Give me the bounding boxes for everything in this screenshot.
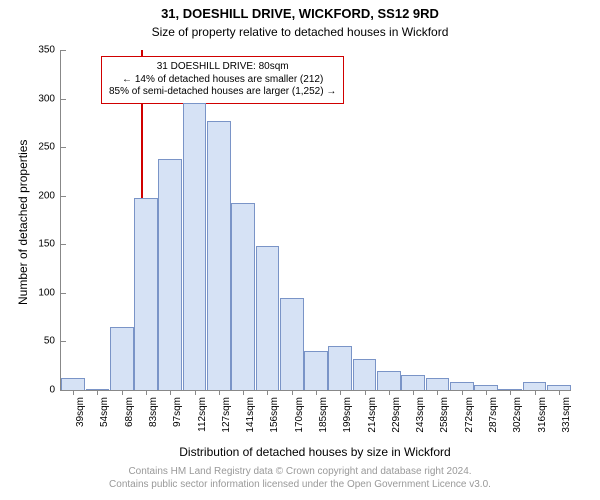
histogram-bar [61,378,85,390]
info-box-line: 31 DOESHILL DRIVE: 80sqm [109,61,336,74]
x-axis-label: Distribution of detached houses by size … [60,445,570,459]
x-tick-label: 272sqm [464,397,475,433]
y-tick [61,341,66,342]
histogram-bar [134,198,158,390]
x-tick [389,390,390,395]
x-tick-label: 170sqm [294,397,305,433]
x-tick [73,390,74,395]
x-tick-label: 229sqm [391,397,402,433]
y-tick-label: 250 [38,142,61,153]
x-tick-label: 141sqm [245,397,256,433]
histogram-bar [328,346,352,390]
x-tick [267,390,268,395]
x-tick-label: 112sqm [197,397,208,432]
x-tick [170,390,171,395]
y-tick-label: 50 [44,336,61,347]
histogram-bar [353,359,377,390]
y-tick [61,244,66,245]
x-tick-label: 243sqm [415,397,426,433]
x-tick [365,390,366,395]
x-tick [535,390,536,395]
license-line: Contains HM Land Registry data © Crown c… [0,466,600,479]
x-tick-label: 97sqm [172,397,183,427]
y-tick [61,390,66,391]
info-box: 31 DOESHILL DRIVE: 80sqm ← 14% of detach… [101,56,344,104]
x-tick [219,390,220,395]
license-text: Contains HM Land Registry data © Crown c… [0,466,600,491]
y-tick-label: 150 [38,239,61,250]
x-tick-label: 83sqm [148,397,159,427]
histogram-bar [110,327,134,390]
x-tick [316,390,317,395]
x-tick [243,390,244,395]
info-box-line: ← 14% of detached houses are smaller (21… [109,74,336,87]
histogram-bar [231,203,255,390]
histogram-bar [207,121,231,390]
x-tick [195,390,196,395]
x-tick-label: 127sqm [221,397,232,433]
x-tick-label: 287sqm [488,397,499,433]
y-tick [61,50,66,51]
x-tick [413,390,414,395]
histogram-bar [450,382,474,390]
x-tick-label: 54sqm [99,397,110,427]
plot-area: 31 DOESHILL DRIVE: 80sqm ← 14% of detach… [60,50,571,391]
x-tick-label: 199sqm [342,397,353,433]
x-tick [146,390,147,395]
x-tick [510,390,511,395]
histogram-bar [158,159,182,390]
x-tick [486,390,487,395]
y-tick-label: 0 [49,385,61,396]
histogram-bar [523,382,547,390]
x-tick [559,390,560,395]
chart-container: 31, DOESHILL DRIVE, WICKFORD, SS12 9RD S… [0,0,600,500]
x-tick [292,390,293,395]
x-tick [437,390,438,395]
chart-title: 31, DOESHILL DRIVE, WICKFORD, SS12 9RD [0,6,600,21]
y-tick [61,196,66,197]
x-tick [97,390,98,395]
histogram-bar [256,246,280,390]
histogram-bar [377,371,401,390]
x-tick-label: 68sqm [124,397,135,427]
histogram-bar [304,351,328,390]
x-tick-label: 39sqm [75,397,86,427]
y-tick [61,99,66,100]
y-tick-label: 200 [38,190,61,201]
y-tick [61,293,66,294]
x-tick-label: 258sqm [439,397,450,433]
y-axis-label: Number of detached properties [16,140,30,305]
x-tick-label: 185sqm [318,397,329,433]
histogram-bar [183,103,207,390]
histogram-bar [401,375,425,390]
x-tick-label: 331sqm [561,397,572,433]
x-tick-label: 316sqm [537,397,548,433]
chart-subtitle: Size of property relative to detached ho… [0,25,600,39]
y-tick [61,147,66,148]
y-tick-label: 350 [38,45,61,56]
histogram-bar [426,378,450,390]
y-tick-label: 100 [38,287,61,298]
histogram-bar [280,298,304,390]
x-tick-label: 214sqm [367,397,378,433]
x-tick-label: 302sqm [512,397,523,433]
x-tick-label: 156sqm [269,397,280,433]
license-line: Contains public sector information licen… [0,479,600,492]
info-box-line: 85% of semi-detached houses are larger (… [109,86,336,99]
x-tick [462,390,463,395]
y-tick-label: 300 [38,93,61,104]
x-tick [340,390,341,395]
x-tick [122,390,123,395]
